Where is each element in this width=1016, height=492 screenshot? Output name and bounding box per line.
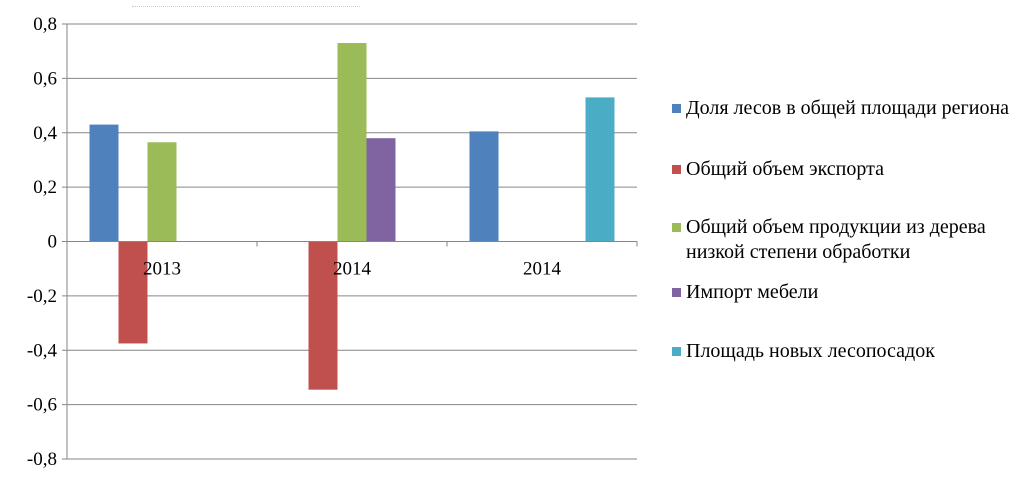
legend-label-furniture-import: Импорт мебели — [686, 281, 819, 303]
y-tick-label: 0,4 — [33, 123, 57, 144]
legend-swatch-forest-share — [672, 104, 681, 113]
legend-swatch-new-plantings — [672, 347, 681, 356]
gridlines — [67, 23, 637, 460]
legend-swatch-export — [672, 165, 681, 174]
category-label: 2013 — [143, 259, 181, 280]
y-tick-label: -0,4 — [27, 340, 58, 361]
bars — [89, 43, 615, 390]
category-label: 2014 — [333, 259, 372, 280]
legend-swatch-wood-products — [672, 223, 681, 232]
legend-label-forest-share: Доля лесов в общей площади региона — [686, 97, 1010, 119]
bar — [118, 241, 148, 344]
cropped-title-fragment — [132, 0, 360, 7]
legend-swatch-furniture-import — [672, 288, 681, 297]
bar — [366, 138, 396, 242]
labels: 0,8 0,6 0,4 0,2 0 -0,2 -0,4 -0,6 -0,8 2013 2014 201… — [27, 14, 562, 470]
bar — [147, 142, 177, 242]
bar — [469, 131, 499, 242]
y-tick-label: 0,2 — [33, 177, 57, 198]
y-tick-label: -0,2 — [27, 286, 57, 307]
axes — [62, 23, 638, 460]
bar — [308, 241, 338, 390]
y-tick-label: 0,8 — [33, 14, 57, 35]
y-tick-label: -0,6 — [27, 395, 57, 416]
legend-label-wood-products: Общий объем продукции из дерева низкой с… — [686, 216, 986, 263]
category-label: 2014 — [523, 259, 562, 280]
y-tick-label: 0 — [48, 232, 58, 253]
bar — [89, 124, 119, 242]
bar — [585, 97, 615, 242]
bar — [337, 43, 367, 242]
y-tick-label: 0,6 — [33, 68, 57, 89]
legend-label-new-plantings: Площадь новых лесопосадок — [686, 340, 935, 362]
y-tick-label: -0,8 — [27, 449, 57, 470]
legend-label-export: Общий объем экспорта — [686, 158, 884, 180]
